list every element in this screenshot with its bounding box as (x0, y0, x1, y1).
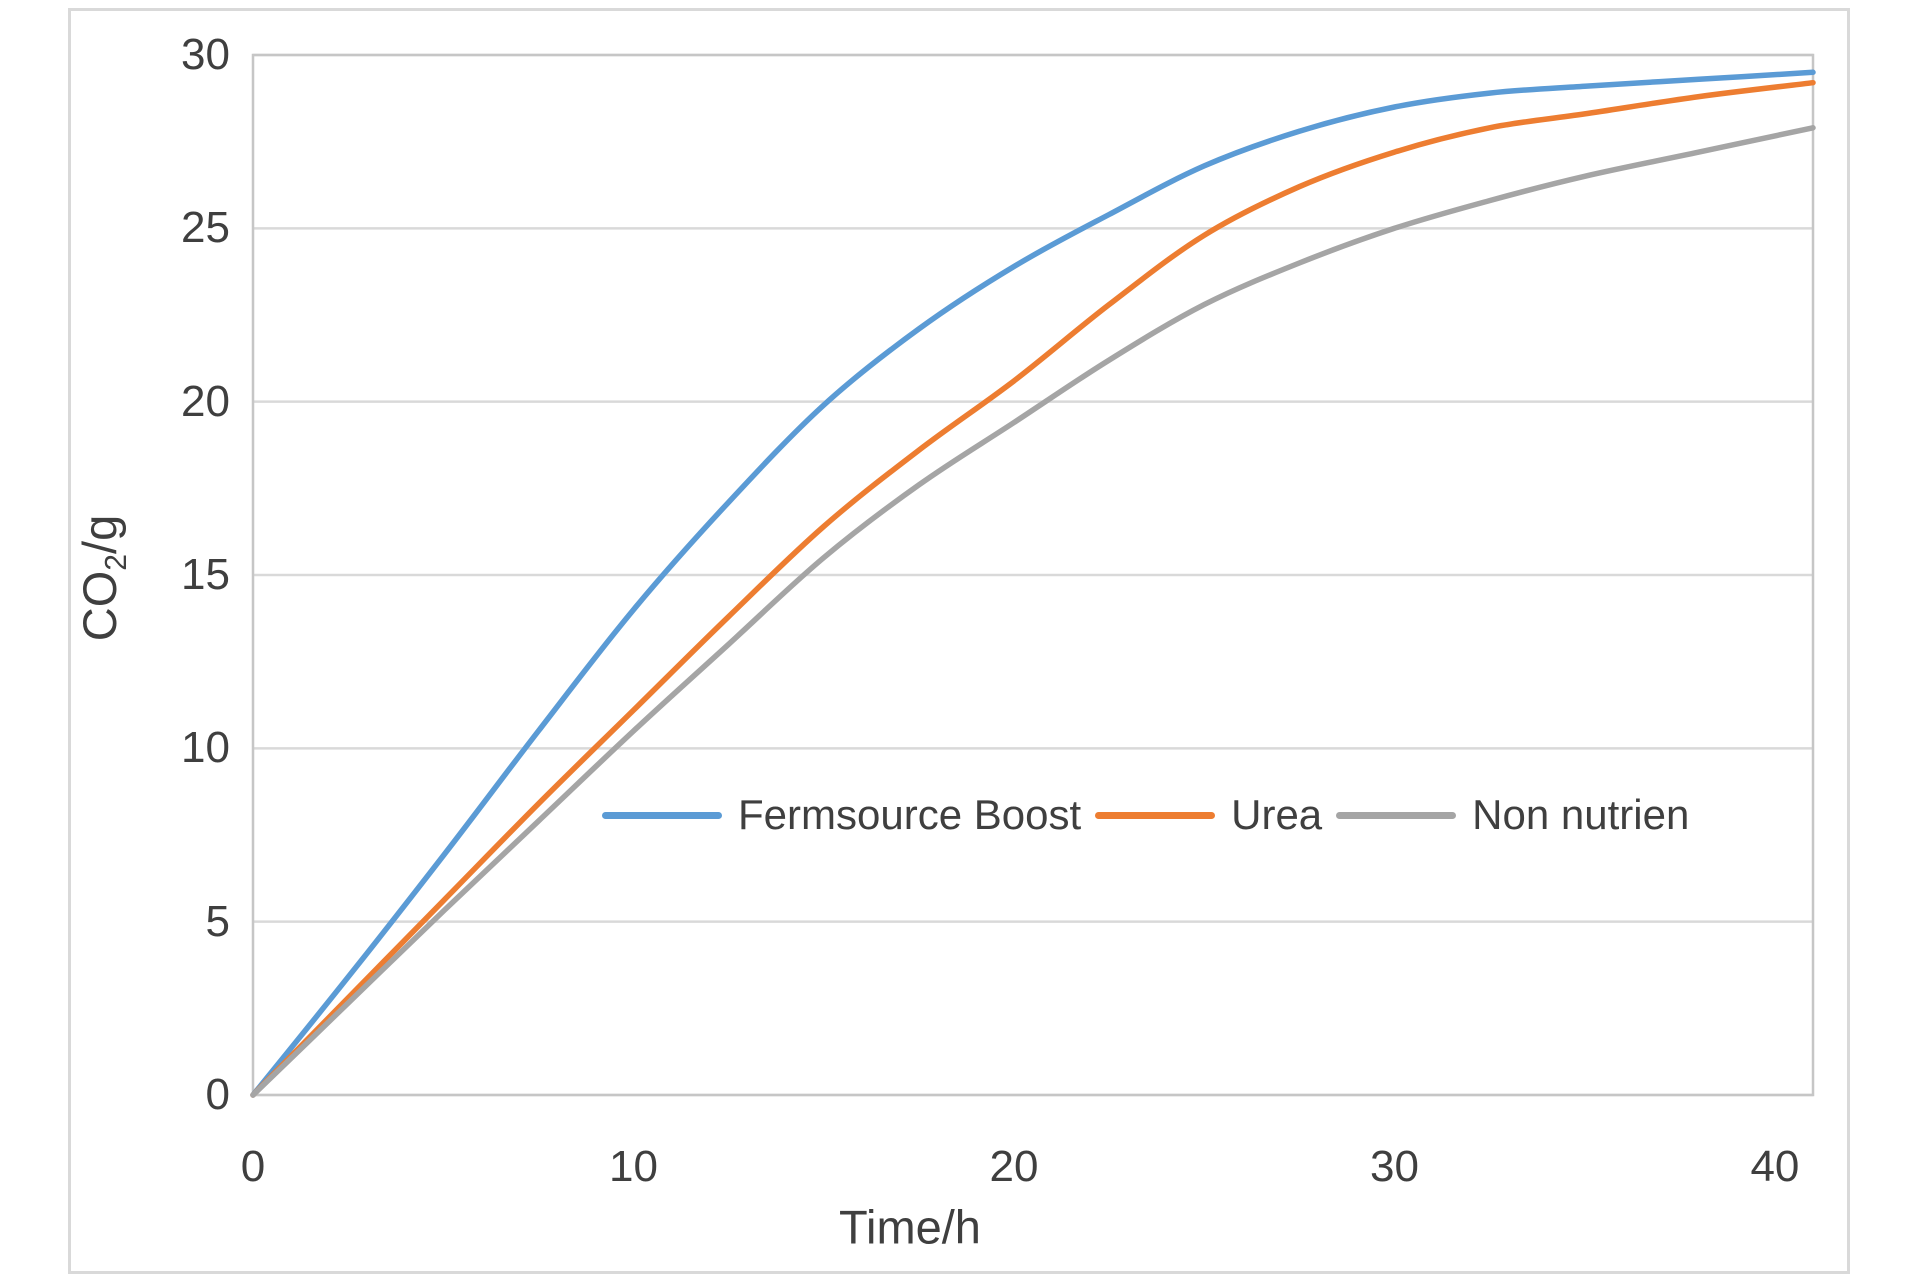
y-tick-label-5: 5 (205, 896, 230, 946)
x-tick-label-40: 40 (1750, 1142, 1800, 1191)
y-tick-label-30: 30 (181, 30, 230, 79)
legend-line-icon-non-nutrien (1336, 811, 1457, 819)
legend-item-non-nutrien: Non nutrien (1336, 791, 1689, 839)
legend-label-fermsource-boost: Fermsource Boost (738, 791, 1082, 838)
y-tick-label-0: 0 (205, 1070, 230, 1119)
legend: Fermsource Boost Urea Non nutrien (602, 791, 1703, 839)
legend-label-urea: Urea (1231, 791, 1323, 838)
y-tick-label-20: 20 (181, 376, 230, 426)
legend-line-icon-urea (1095, 811, 1216, 819)
y-tick-label-15: 15 (181, 550, 230, 599)
y-axis-title-subscript: 2 (100, 553, 134, 571)
y-axis-title-text: CO (72, 570, 126, 642)
y-axis-title-unit: /g (72, 514, 126, 554)
x-axis-title: Time/h (839, 1200, 981, 1254)
legend-label-non-nutrien: Non nutrien (1472, 791, 1690, 838)
y-axis-title: CO2/g (72, 515, 134, 641)
series-line-urea (250, 79, 1816, 1098)
legend-item-urea: Urea (1095, 791, 1322, 839)
series-line-non-nutrien (250, 125, 1816, 1098)
x-tick-label-10: 10 (609, 1142, 658, 1191)
x-tick-label-0: 0 (240, 1142, 266, 1191)
legend-line-icon-fermsource-boost (602, 811, 722, 819)
y-tick-label-10: 10 (181, 723, 230, 773)
legend-item-fermsource-boost: Fermsource Boost (602, 791, 1081, 839)
x-tick-label-30: 30 (1369, 1142, 1419, 1191)
chart-frame (68, 8, 1850, 1274)
plot-border (251, 53, 1815, 1097)
y-tick-label-25: 25 (181, 203, 230, 253)
x-tick-label-20: 20 (989, 1142, 1039, 1191)
series-line-fermsource-boost (250, 69, 1816, 1098)
